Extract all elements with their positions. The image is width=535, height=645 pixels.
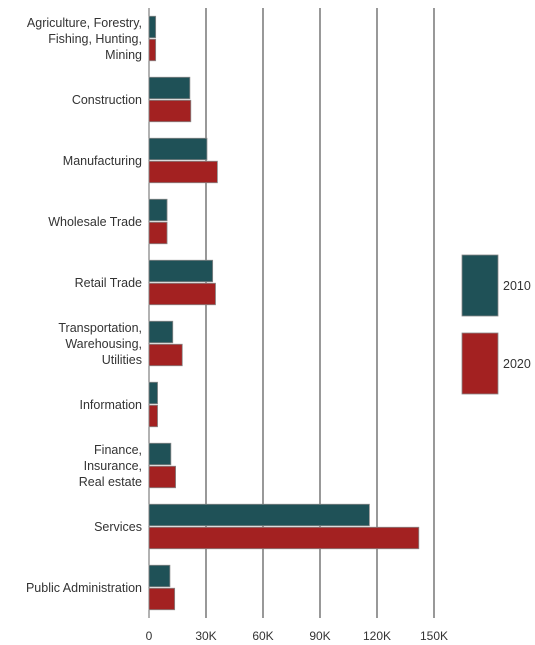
category-label: Finance, (94, 443, 142, 457)
legend-label: 2020 (503, 357, 531, 371)
bar-2020-9 (148, 587, 176, 611)
x-tick-label: 0 (146, 629, 153, 643)
x-tick-label: 150K (420, 629, 448, 643)
bar-2020-7 (148, 465, 177, 489)
bar-2010-0 (148, 15, 157, 39)
category-label: Agriculture, Forestry, (27, 16, 142, 30)
bar-2020-8 (148, 526, 420, 550)
x-tick-label: 60K (252, 629, 273, 643)
category-label: Utilities (102, 353, 142, 367)
bar-2010-9 (148, 564, 171, 588)
bar-2020-0 (148, 38, 157, 62)
bar-2010-7 (148, 442, 172, 466)
bar-2020-2 (148, 160, 218, 184)
category-label: Public Administration (26, 581, 142, 595)
category-label: Real estate (79, 475, 142, 489)
category-label: Wholesale Trade (48, 215, 142, 229)
category-label: Services (94, 520, 142, 534)
category-label: Fishing, Hunting, (48, 32, 142, 46)
category-label: Construction (72, 93, 142, 107)
category-label: Warehousing, (65, 337, 142, 351)
category-label: Manufacturing (63, 154, 142, 168)
x-tick-label: 90K (309, 629, 330, 643)
bar-2020-5 (148, 343, 183, 367)
x-tick-labels: 0 30K 60K 90K 120K 150K (146, 629, 448, 643)
bars (148, 15, 420, 611)
legend-swatch-2020 (461, 332, 499, 395)
bar-2010-4 (148, 259, 214, 283)
legend: 2010 2020 (461, 254, 531, 395)
bar-2010-5 (148, 320, 174, 344)
x-tick-label: 120K (363, 629, 391, 643)
bar-2020-3 (148, 221, 168, 245)
category-label: Transportation, (58, 321, 142, 335)
bar-2010-8 (148, 503, 370, 527)
bar-2020-6 (148, 404, 158, 428)
category-labels: Agriculture, Forestry, Fishing, Hunting, M… (26, 16, 142, 595)
bar-2020-1 (148, 99, 192, 123)
x-tick-label: 30K (195, 629, 216, 643)
category-label: Information (79, 398, 142, 412)
bar-2010-2 (148, 137, 208, 161)
gridlines (148, 8, 435, 618)
bar-2010-1 (148, 76, 191, 100)
legend-label: 2010 (503, 279, 531, 293)
category-label: Mining (105, 48, 142, 62)
bar-2020-4 (148, 282, 216, 306)
bar-2010-6 (148, 381, 158, 405)
category-label: Insurance, (84, 459, 142, 473)
legend-swatch-2010 (461, 254, 499, 317)
bar-2010-3 (148, 198, 168, 222)
category-label: Retail Trade (75, 276, 142, 290)
